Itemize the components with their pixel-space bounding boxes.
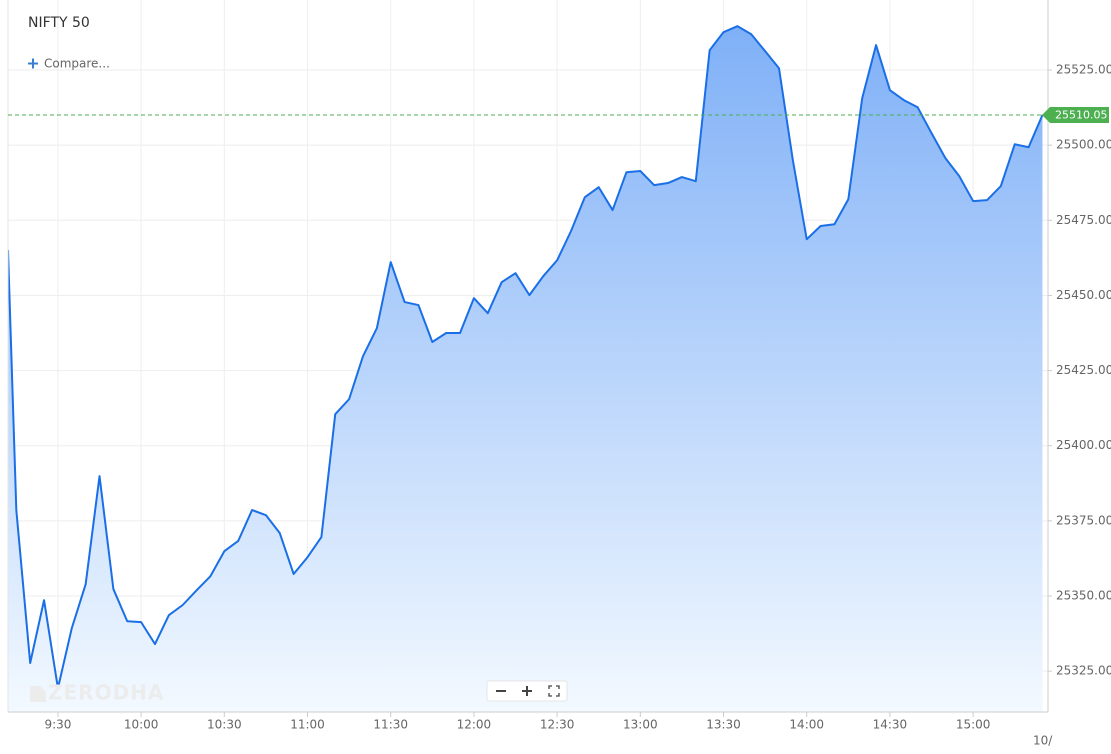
x-tick-label: 14:30 [873,718,908,732]
watermark: ZERODHA [30,681,164,705]
x-tick-label: 13:00 [623,718,658,732]
fullscreen[interactable] [548,685,560,697]
y-tick-label: 25400.00 [1056,438,1111,452]
x-tick-label: 15:00 [956,718,991,732]
date-hint: 10/ [1033,734,1053,748]
chart-title: NIFTY 50 [28,15,90,31]
area-fill [8,26,1043,712]
x-tick-label: 11:00 [290,718,325,732]
y-tick-label: 25450.00 [1056,288,1111,302]
watermark-text: ZERODHA [48,681,164,705]
compare-button[interactable]: Compare... [28,57,110,71]
x-tick-label: 14:00 [789,718,824,732]
plot [8,25,1044,712]
zoom-controls [486,680,568,702]
watermark-logo [30,686,46,702]
x-tick-label: 11:30 [373,718,408,732]
y-tick-label: 25425.00 [1056,363,1111,377]
y-tick-label: 25500.00 [1056,138,1111,152]
x-tick-label: 10:00 [124,718,159,732]
x-tick-label: 13:30 [706,718,741,732]
y-tick-label: 25350.00 [1056,588,1111,602]
y-tick-label: 25325.00 [1056,664,1111,678]
y-tick-label: 25525.00 [1056,63,1111,77]
x-tick-label: 12:00 [457,718,492,732]
x-tick-label: 10:30 [207,718,242,732]
last-price-badge [1042,106,1109,123]
x-tick-label: 9:30 [44,718,71,732]
compare-label[interactable]: Compare... [44,57,110,71]
price-line [8,25,1044,690]
y-tick-label: 25475.00 [1056,213,1111,227]
y-tick-label: 25375.00 [1056,513,1111,527]
last-price-label: 25510.05 [1055,108,1108,121]
zoom-in[interactable] [522,686,532,696]
x-tick-label: 12:30 [540,718,575,732]
plus-icon [28,58,38,69]
